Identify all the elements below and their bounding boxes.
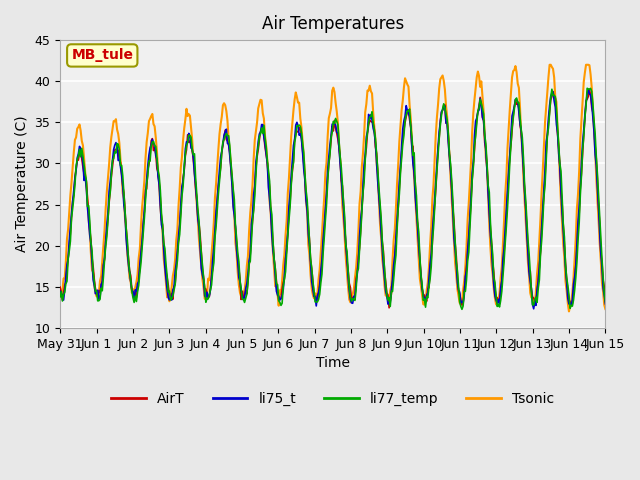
Y-axis label: Air Temperature (C): Air Temperature (C)	[15, 116, 29, 252]
X-axis label: Time: Time	[316, 356, 350, 370]
Legend: AirT, li75_t, li77_temp, Tsonic: AirT, li75_t, li77_temp, Tsonic	[106, 386, 560, 412]
Title: Air Temperatures: Air Temperatures	[262, 15, 404, 33]
Text: MB_tule: MB_tule	[71, 48, 133, 62]
